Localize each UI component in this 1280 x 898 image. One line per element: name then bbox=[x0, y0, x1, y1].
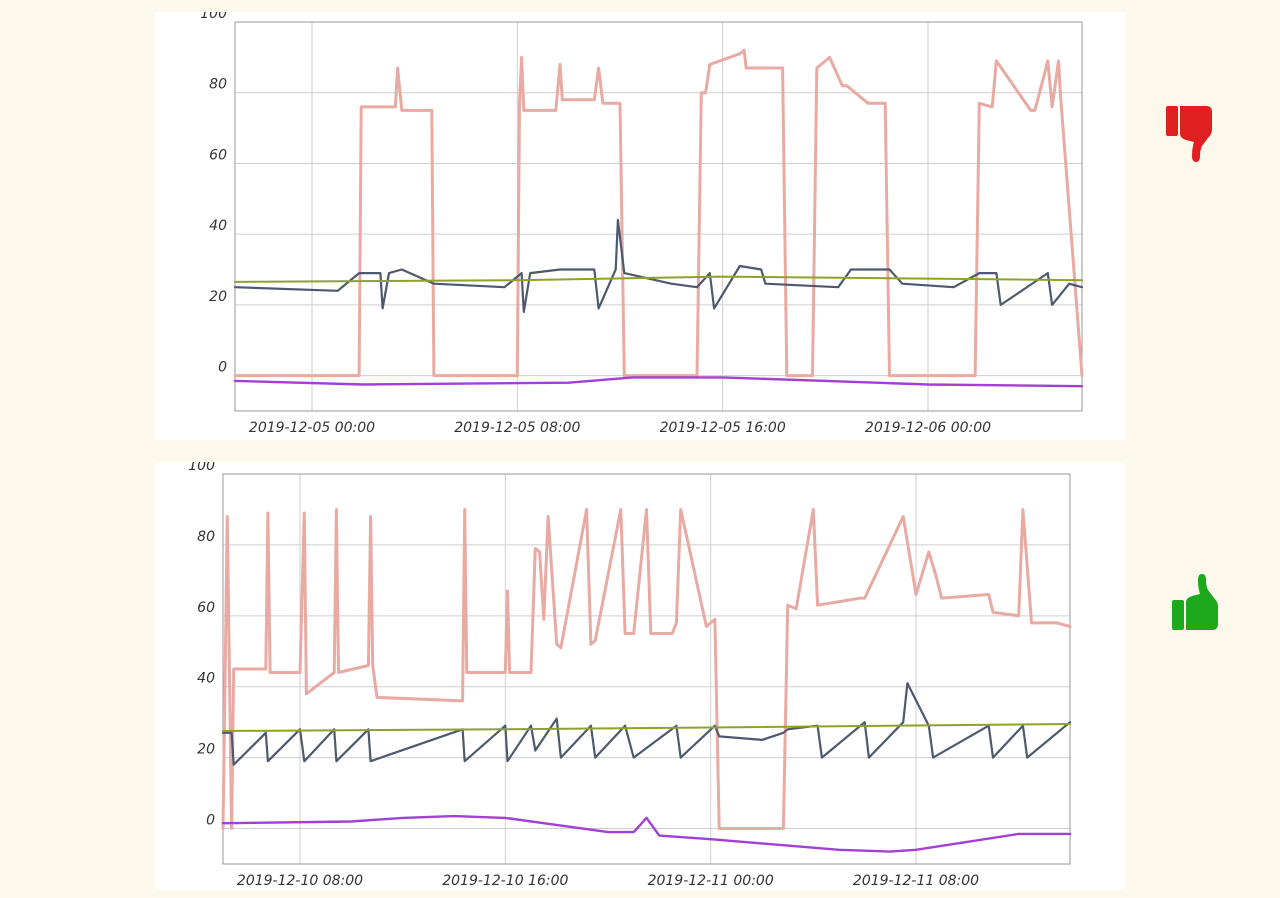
y-tick-label: 80 bbox=[209, 77, 227, 93]
thumb-down-icon[interactable] bbox=[1162, 100, 1226, 170]
y-tick-label: 40 bbox=[197, 671, 215, 687]
olive-series-line bbox=[222, 723, 1071, 732]
x-tick-label: 2019-12-10 08:00 bbox=[237, 873, 363, 889]
y-tick-label: 60 bbox=[197, 600, 215, 616]
x-tick-label: 2019-12-05 08:00 bbox=[454, 420, 580, 436]
x-tick-label: 2019-12-11 00:00 bbox=[648, 873, 774, 889]
thumb-up-icon[interactable] bbox=[1166, 574, 1230, 640]
y-tick-label: 100 bbox=[200, 12, 227, 22]
y-tick-label: 60 bbox=[209, 147, 227, 163]
y-tick-label: 0 bbox=[206, 813, 215, 829]
y-tick-label: 40 bbox=[209, 218, 227, 234]
line-chart-bottom: 0 20 40 60 80 100 2019-12-10 08:00 2019-12-10 1… bbox=[188, 458, 1072, 889]
olive-series-line bbox=[234, 275, 1083, 283]
y-tick-label: 100 bbox=[188, 462, 215, 474]
chart-panel-bottom: 0 20 40 60 80 100 2019-12-10 08:00 2019-12-10 1… bbox=[155, 458, 1125, 890]
navy-series-line bbox=[233, 218, 1084, 314]
pink-series-line bbox=[221, 508, 1072, 830]
navy-series-line bbox=[221, 682, 1072, 766]
y-tick-label: 20 bbox=[197, 742, 215, 758]
y-tick-label: 20 bbox=[209, 289, 227, 305]
x-tick-label: 2019-12-05 16:00 bbox=[660, 420, 786, 436]
pink-series-line bbox=[233, 48, 1084, 378]
x-tick-label: 2019-12-11 08:00 bbox=[853, 873, 979, 889]
line-chart-top: 0 20 40 60 80 100 2019-12-05 00:00 2019-12-05 0… bbox=[200, 6, 1084, 436]
plot-frame bbox=[234, 21, 1083, 412]
x-tick-label: 2019-12-10 16:00 bbox=[442, 873, 568, 889]
purple-series-line bbox=[221, 814, 1072, 853]
y-tick-label: 0 bbox=[218, 360, 227, 376]
x-tick-label: 2019-12-05 00:00 bbox=[249, 420, 375, 436]
y-tick-label: 80 bbox=[197, 529, 215, 545]
purple-series-line bbox=[233, 376, 1084, 388]
chart-panel-top: 0 20 40 60 80 100 2019-12-05 00:00 2019-12-05 0… bbox=[155, 6, 1125, 440]
x-tick-label: 2019-12-06 00:00 bbox=[865, 420, 991, 436]
plot-frame bbox=[222, 473, 1071, 865]
